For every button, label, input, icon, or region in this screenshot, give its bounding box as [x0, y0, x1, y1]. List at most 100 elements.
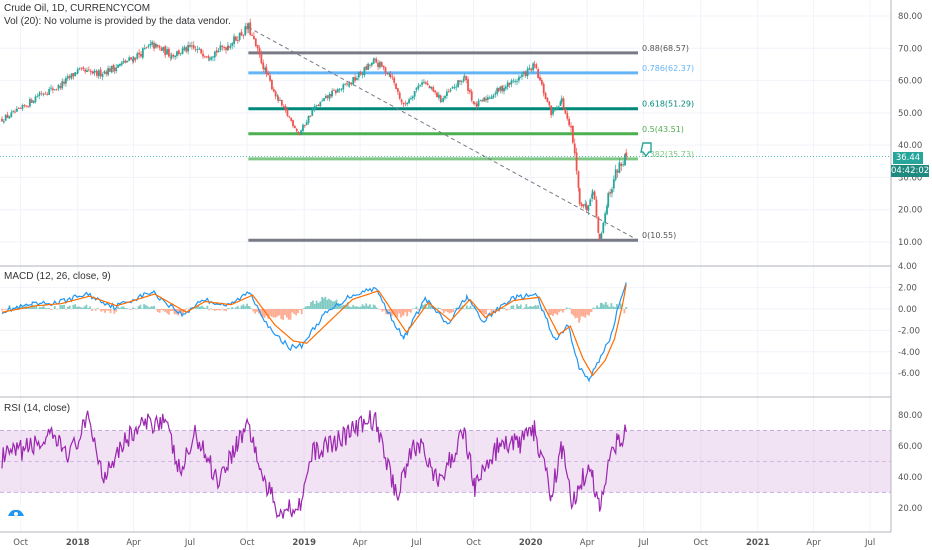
macd-histogram-bar	[387, 309, 389, 315]
candle-body	[540, 79, 543, 85]
candle-body	[132, 57, 135, 62]
candle-body	[530, 68, 533, 71]
candle-body	[14, 111, 16, 113]
candle-body	[126, 60, 129, 63]
tradingview-logo-icon[interactable]	[5, 505, 27, 521]
macd-histogram-bar	[455, 307, 458, 309]
candle-body	[393, 77, 396, 83]
candle-body	[231, 43, 234, 46]
candle-body	[417, 85, 420, 89]
candle-body	[449, 89, 452, 91]
candle-body	[61, 81, 64, 89]
candle-body	[625, 152, 628, 157]
macd-histogram-bar	[488, 309, 491, 310]
candle-body	[562, 98, 565, 109]
candle-body	[185, 47, 188, 52]
candle-body	[331, 90, 334, 96]
macd-histogram-bar	[517, 306, 520, 309]
candle-body	[23, 105, 26, 106]
macd-histogram-bar	[85, 304, 88, 309]
macd-histogram-bar	[494, 309, 497, 312]
macd-histogram-bar	[467, 307, 470, 309]
candle-body	[6, 114, 9, 118]
candle-body	[550, 105, 553, 116]
candle-body	[508, 82, 511, 85]
candle-body	[267, 73, 270, 76]
candle-body	[582, 204, 585, 207]
candle-body	[309, 115, 312, 117]
macd-histogram-bar	[76, 306, 78, 309]
candle-body	[154, 43, 157, 48]
candle-body	[168, 48, 170, 57]
macd-histogram-bar	[415, 306, 418, 309]
macd-histogram-bar	[421, 304, 423, 309]
candle-body	[446, 91, 448, 96]
candle-body	[528, 67, 531, 70]
candle-body	[138, 52, 141, 55]
macd-histogram-bar	[590, 309, 593, 312]
candle-body	[510, 80, 513, 85]
candle-body	[473, 102, 476, 104]
candle-body	[571, 125, 574, 143]
candle-body	[53, 89, 56, 91]
candle-body	[66, 76, 69, 79]
x-tick-label: 2019	[292, 538, 316, 548]
candle-body	[172, 54, 175, 57]
macd-tick-label: -6.00	[898, 369, 920, 379]
candle-body	[271, 80, 273, 90]
candle-body	[44, 93, 47, 95]
macd-histogram-bar	[574, 309, 577, 319]
candle-body	[546, 97, 549, 103]
macd-histogram-bar	[483, 309, 486, 315]
macd-histogram-bar	[254, 309, 257, 314]
candle-body	[566, 113, 569, 119]
macd-histogram-bar	[406, 309, 409, 317]
macd-histogram-bar	[554, 309, 557, 314]
macd-histogram-bar	[115, 309, 118, 312]
macd-histogram-bar	[193, 308, 196, 310]
macd-histogram-bar	[361, 304, 364, 309]
macd-histogram-bar	[81, 307, 84, 309]
candle-body	[76, 69, 79, 74]
macd-histogram-bar	[304, 306, 307, 309]
macd-histogram-bar	[37, 308, 39, 309]
candle-body	[89, 70, 92, 73]
candle-body	[80, 67, 83, 69]
candle-body	[40, 93, 43, 95]
macd-histogram-bar	[400, 309, 402, 318]
candle-body	[593, 191, 596, 200]
candle-body	[156, 44, 159, 47]
macd-histogram-bar	[57, 309, 60, 310]
macd-histogram-bar	[164, 309, 167, 312]
macd-histogram-bar	[621, 308, 624, 310]
candle-body	[21, 105, 24, 109]
candle-body	[204, 56, 206, 58]
candle-body	[618, 162, 621, 173]
macd-histogram-bar	[452, 309, 455, 312]
candle-body	[557, 106, 560, 109]
candle-body	[219, 45, 222, 50]
candle-body	[101, 74, 104, 78]
macd-histogram-bar	[231, 307, 234, 309]
macd-tick-label: 2.00	[898, 284, 917, 294]
x-tick-label: Apr	[126, 538, 141, 548]
macd-histogram-bar	[369, 304, 371, 309]
candle-body	[326, 95, 329, 98]
hand-icon	[640, 142, 652, 158]
candle-body	[68, 75, 71, 78]
macd-histogram-bar	[105, 309, 108, 311]
macd-histogram-bar	[352, 305, 355, 309]
candle-body	[575, 152, 578, 171]
candle-body	[346, 83, 348, 85]
indicator-lines	[1, 282, 627, 519]
candle-body	[51, 88, 54, 91]
macd-histogram-bar	[326, 299, 329, 309]
candle-body	[490, 96, 493, 99]
x-tick-label: Jul	[184, 538, 195, 548]
candle-body	[367, 63, 370, 70]
candle-body	[424, 82, 427, 84]
macd-line	[1, 282, 627, 383]
macd-legend: MACD (12, 26, close, 9)	[4, 271, 111, 282]
macd-histogram-bar	[59, 305, 62, 309]
